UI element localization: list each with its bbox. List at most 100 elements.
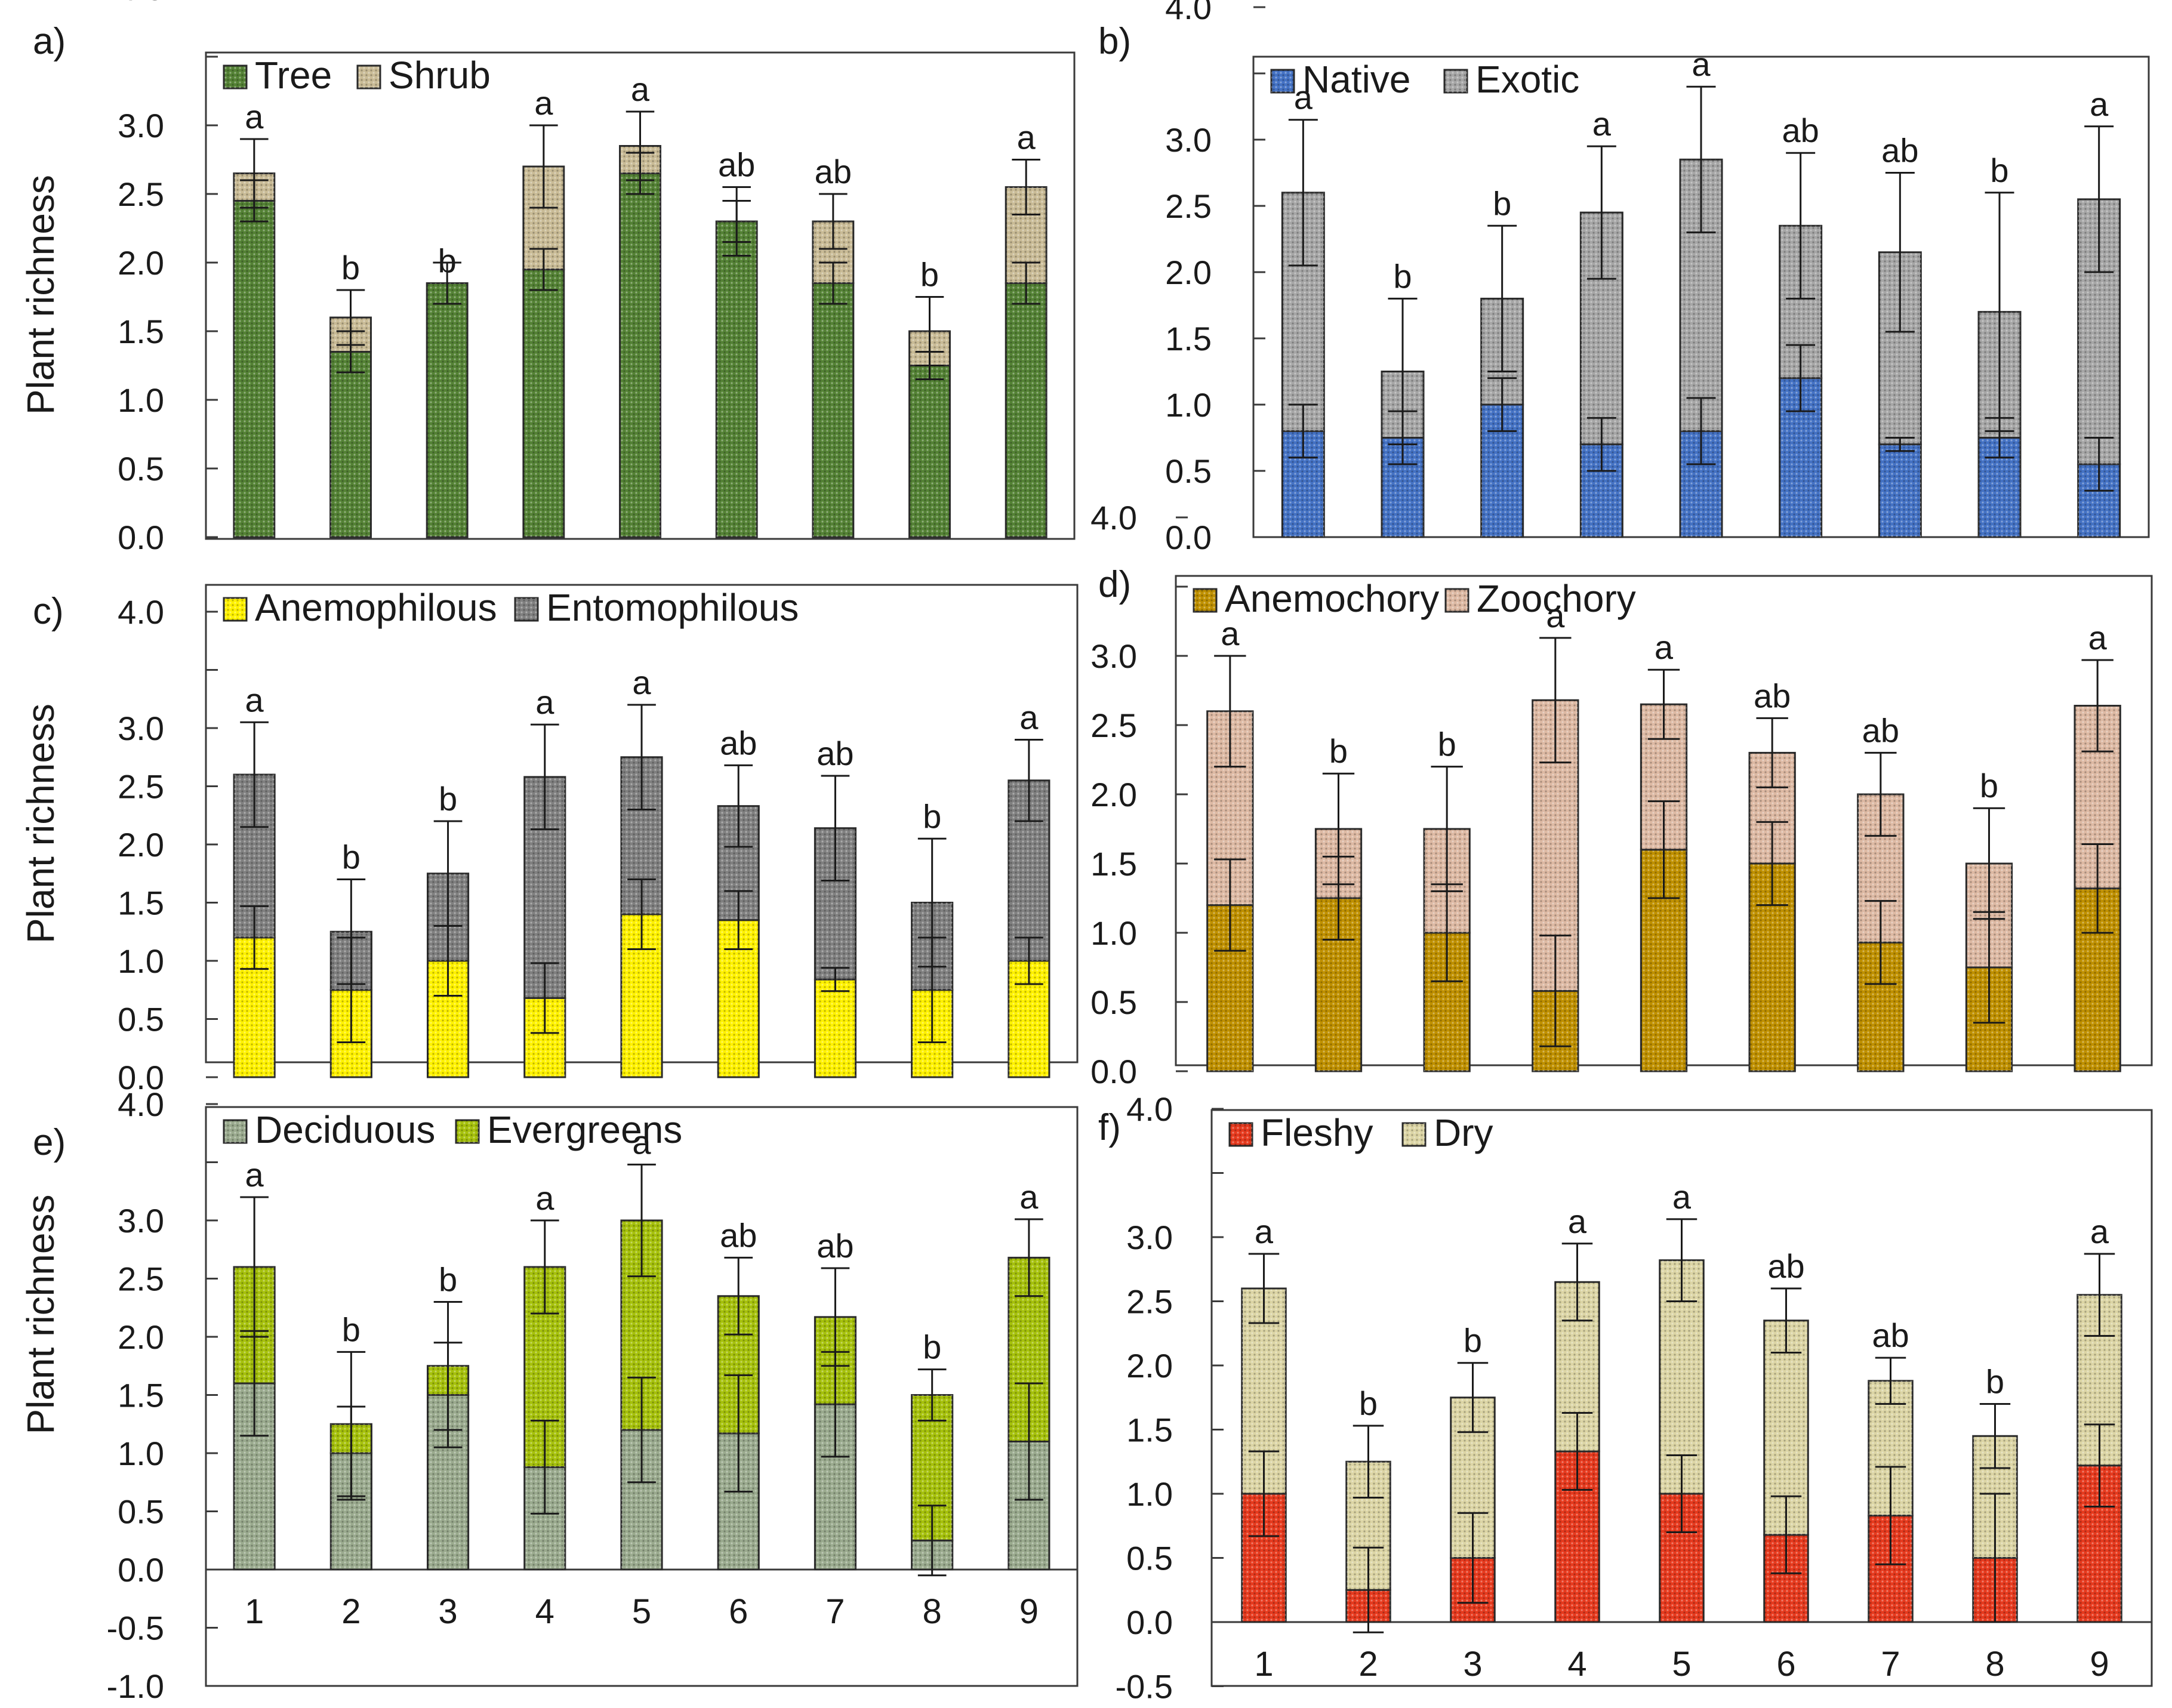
significance-letter: a — [245, 98, 264, 135]
y-tick-label: -0.5 — [1116, 1668, 1173, 1706]
category-label: 4 — [535, 1592, 554, 1631]
y-tick-label: 2.5 — [1126, 1283, 1173, 1321]
y-tick-labels: 0.0 0.5 1.0 1.5 2.0 2.5 3.0 4.0 — [1090, 499, 1137, 1090]
legend: Tree Shrub — [223, 54, 491, 97]
significance-letter: a — [2088, 619, 2108, 656]
y-axis-label: Plant richness — [19, 175, 62, 415]
significance-letter: b — [1393, 257, 1412, 295]
y-tick-label: 3.0 — [1165, 121, 1212, 159]
category-label: 5 — [1672, 1645, 1691, 1684]
panel-label: c) — [33, 591, 64, 632]
y-tick-label: 1.5 — [1165, 320, 1212, 357]
significance-letter: b — [1986, 1363, 2004, 1401]
y-tick-label: 3.0 — [1126, 1219, 1173, 1256]
y-tick-label: 3.0 — [118, 710, 164, 747]
significance-letter: b — [341, 249, 360, 286]
panel-b: 0.00.51.01.52.02.53.04.0abbaaababbaNativ… — [1098, 0, 2150, 556]
significance-letter: a — [1221, 615, 1240, 652]
y-tick-label: 0.0 — [1165, 519, 1212, 556]
legend-swatch-texture — [1444, 70, 1467, 93]
significance-letter: a — [632, 664, 651, 701]
category-label: 2 — [341, 1592, 361, 1631]
significance-letter: a — [2090, 1213, 2109, 1250]
legend-label: Zoochory — [1477, 577, 1636, 620]
error-bars — [1214, 637, 2114, 1047]
legend-swatch-texture — [1230, 1123, 1252, 1146]
legend: Anemophilous Entomophilous — [223, 586, 799, 629]
bar-texture — [815, 979, 856, 1077]
significance-letter: ab — [1782, 112, 1819, 149]
y-tick-label: 4.0 — [118, 593, 164, 631]
legend-label: Deciduous — [255, 1108, 435, 1151]
category-label: 3 — [438, 1592, 457, 1631]
significance-letter: b — [1438, 726, 1456, 763]
y-tick-label: 0.0 — [118, 519, 164, 556]
category-label: 2 — [1358, 1645, 1378, 1684]
significance-letter: a — [1692, 45, 1711, 83]
significance-letter: a — [1546, 597, 1565, 634]
y-tick-label: 4.0 — [1090, 499, 1137, 537]
y-tick-label: 2.0 — [1165, 254, 1212, 291]
panel-e: -1.0 -0.5 0.0 0.5 1.0 1.5 2.0 2.5 3.0 4.0 a 1 b 2 b 3 a 4… — [19, 1086, 1079, 1705]
y-tick-label: -0.5 — [107, 1610, 165, 1647]
y-tick-label: 0.0 — [1090, 1053, 1137, 1090]
y-tick-label: 1.5 — [1090, 845, 1137, 883]
panel-f: -0.50.00.51.01.52.02.53.04.0a1b2b3a4a5ab… — [1098, 1090, 2153, 1706]
y-tick-label: 2.0 — [118, 826, 164, 864]
y-tick-label: 0.5 — [1090, 984, 1137, 1021]
legend: Anemochory Zoochory — [1193, 577, 1636, 620]
y-tick-label: 3.0 — [118, 1202, 164, 1240]
error-bars — [240, 1163, 1043, 1577]
y-tick-label: 1.0 — [1126, 1475, 1173, 1513]
category-label: 6 — [1776, 1645, 1795, 1684]
category-label: 3 — [1463, 1645, 1482, 1684]
category-label: 4 — [1567, 1645, 1586, 1684]
bars — [1241, 1259, 2122, 1623]
category-label: 5 — [632, 1592, 651, 1631]
y-tick-label: 1.5 — [1126, 1411, 1173, 1449]
significance-letter: b — [1980, 767, 1998, 804]
category-label: 8 — [923, 1592, 942, 1631]
significance-letter: ab — [1862, 711, 1899, 749]
error-bars — [1248, 1218, 2115, 1633]
legend-label: Evergreens — [487, 1108, 682, 1151]
bar-texture — [812, 283, 854, 537]
y-tick-label: 1.5 — [118, 313, 164, 350]
significance-letter: a — [245, 681, 264, 719]
bar-texture — [233, 201, 275, 537]
y-tick-label: 1.5 — [118, 1377, 164, 1414]
significance-letter: b — [1990, 152, 2008, 189]
y-tick-labels: 0.0 0.5 1.0 1.5 2.0 2.5 3.0 4.0 — [118, 593, 164, 1096]
significance-letter: ab — [815, 153, 852, 190]
y-tick-label: 0.0 — [118, 1551, 164, 1589]
legend-label: Shrub — [389, 54, 491, 97]
y-tick-label: -1.0 — [107, 1667, 165, 1705]
legend-swatch-texture — [1446, 589, 1468, 612]
y-tick-label: 0.5 — [1165, 452, 1212, 490]
bar-texture — [716, 221, 757, 537]
bar-texture — [1879, 444, 1921, 537]
category-label: 9 — [2090, 1645, 2109, 1684]
significance-letter: a — [535, 1179, 554, 1217]
legend-swatch-texture — [1194, 589, 1216, 612]
legend-swatch-texture — [358, 66, 380, 88]
category-label: 8 — [1985, 1645, 2004, 1684]
legend-label: Fleshy — [1261, 1111, 1373, 1154]
error-bars — [1288, 85, 2114, 492]
y-tick-label: 0.0 — [118, 1059, 164, 1096]
significance-letter: a — [1017, 119, 1036, 156]
y-tick-label: 2.0 — [118, 1318, 164, 1356]
significance-letter: b — [920, 256, 939, 294]
significance-letter: a — [1592, 105, 1612, 143]
significance-letter: a — [1672, 1178, 1692, 1216]
significance-letter: b — [439, 780, 457, 818]
significance-letter: ab — [1754, 677, 1791, 714]
legend-swatch-texture — [515, 598, 538, 621]
significance-letter: ab — [720, 724, 757, 761]
y-tick-label: 0.5 — [118, 450, 164, 488]
bar-texture — [427, 283, 468, 537]
y-axis-label: Plant richness — [19, 704, 62, 944]
bar-texture — [330, 352, 371, 537]
